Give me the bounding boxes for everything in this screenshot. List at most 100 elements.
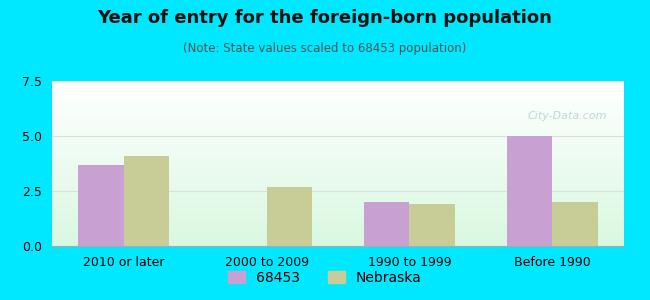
Bar (52, 206, 624, 207)
Bar (52, 89, 624, 90)
Bar (52, 132, 624, 133)
Bar (52, 228, 624, 229)
Bar (52, 238, 624, 239)
Bar (52, 177, 624, 178)
Bar (52, 204, 624, 205)
Bar (52, 195, 624, 196)
Bar (52, 237, 624, 238)
Bar (52, 200, 624, 201)
Bar (52, 226, 624, 227)
Bar (52, 213, 624, 214)
Bar (52, 172, 624, 173)
Bar (52, 183, 624, 184)
Bar (52, 196, 624, 197)
Bar (52, 107, 624, 108)
Bar (52, 113, 624, 114)
Bar (52, 102, 624, 103)
Bar (52, 221, 624, 222)
Bar (52, 146, 624, 147)
Bar (52, 139, 624, 140)
Bar (410, 204, 455, 246)
Bar (52, 202, 624, 203)
Bar (52, 82, 624, 83)
Bar (52, 199, 624, 200)
Bar (52, 241, 624, 242)
Bar (52, 171, 624, 172)
Bar (52, 109, 624, 110)
Bar (52, 134, 624, 135)
Bar (52, 110, 624, 111)
Bar (52, 143, 624, 144)
Bar (52, 191, 624, 192)
Bar (52, 103, 624, 104)
Bar (52, 201, 624, 202)
Bar (52, 160, 624, 161)
Bar (52, 216, 624, 217)
Text: City-Data.com: City-Data.com (527, 111, 607, 121)
Bar (52, 136, 624, 137)
Bar (52, 142, 624, 143)
Bar (52, 176, 624, 177)
Bar (52, 125, 624, 126)
Bar (52, 90, 624, 91)
Bar (52, 225, 624, 226)
Bar (52, 210, 624, 211)
Bar (52, 214, 624, 215)
Bar (52, 106, 624, 107)
Bar (52, 178, 624, 179)
Bar (52, 209, 624, 210)
Bar (52, 167, 624, 168)
Bar (52, 95, 624, 96)
Bar (52, 92, 624, 93)
Bar (52, 87, 624, 88)
Bar (52, 88, 624, 89)
Bar (52, 121, 624, 122)
Bar (52, 207, 624, 208)
Bar (52, 122, 624, 123)
Bar (52, 240, 624, 241)
Bar (52, 111, 624, 112)
Bar (52, 236, 624, 237)
Bar (52, 99, 624, 100)
Bar (52, 145, 624, 146)
Bar (52, 179, 624, 180)
Bar (52, 245, 624, 246)
Bar (52, 211, 624, 212)
Bar (52, 152, 624, 153)
Bar (52, 186, 624, 187)
Bar (52, 100, 624, 101)
Bar (52, 127, 624, 128)
Bar (52, 197, 624, 198)
Bar (52, 115, 624, 116)
Bar (52, 128, 624, 129)
Bar (52, 190, 624, 191)
Bar (52, 235, 624, 236)
Bar (52, 84, 624, 85)
Bar (52, 193, 624, 194)
Bar (52, 155, 624, 156)
Bar (52, 217, 624, 218)
Bar (52, 126, 624, 127)
Bar (52, 181, 624, 182)
Bar (52, 208, 624, 209)
Bar (52, 189, 624, 190)
Bar (52, 161, 624, 162)
Bar (52, 215, 624, 216)
Bar (52, 149, 624, 150)
Bar (52, 185, 624, 186)
Bar (52, 191, 624, 192)
Bar (52, 203, 624, 204)
Bar (52, 153, 624, 154)
Bar (52, 243, 624, 244)
Bar (52, 175, 624, 176)
Bar (52, 244, 624, 245)
Bar (52, 212, 624, 213)
Bar (52, 116, 624, 117)
Bar (52, 98, 624, 99)
Bar (52, 184, 624, 185)
Bar (52, 158, 624, 159)
Bar (52, 174, 624, 175)
Bar (52, 118, 624, 119)
Bar (52, 112, 624, 113)
Bar (506, 136, 552, 246)
